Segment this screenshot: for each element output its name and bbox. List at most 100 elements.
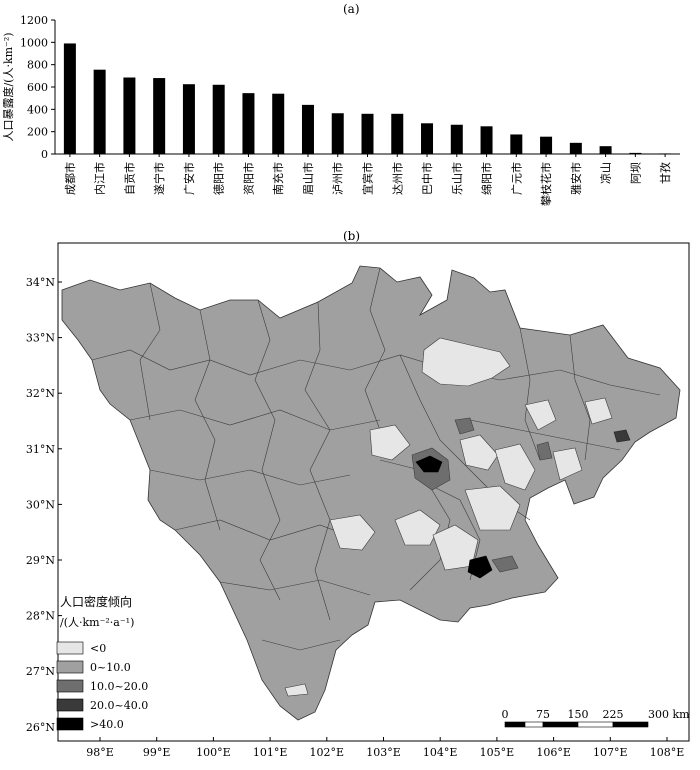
very-high-regions — [415, 455, 493, 579]
category-label: 眉山市 — [301, 162, 315, 195]
legend-unit: /(人·km⁻²·a⁻¹) — [60, 616, 134, 629]
category-label: 阿坝 — [628, 162, 642, 184]
map-x-tick-label: 107°E — [593, 746, 628, 759]
legend-item-label: 20.0~40.0 — [90, 699, 148, 712]
y-axis-label: 人口暴露度/(人·km⁻²) — [1, 32, 15, 141]
legend-item-label: 0~10.0 — [90, 661, 131, 674]
map-x-tick-label: 108°E — [650, 746, 685, 759]
map-y-tick-label: 30°N — [26, 498, 55, 511]
map-x-tick-label: 101°E — [253, 746, 288, 759]
map-x-ticks: 98°E 99°E 100°E 101°E 102°E 103°E 104°E 105°E 10… — [86, 737, 684, 759]
map-y-tick-label: 29°N — [26, 554, 55, 567]
legend-swatch — [56, 679, 84, 693]
bar — [659, 153, 672, 154]
legend-swatch — [56, 660, 84, 674]
map-y-tick-label: 27°N — [26, 665, 55, 678]
legend-item-label: <0 — [90, 642, 106, 655]
legend-item-label: >40.0 — [90, 718, 124, 731]
bar — [212, 84, 225, 154]
category-label: 广安市 — [182, 162, 196, 195]
legend-swatch — [56, 641, 84, 655]
bar — [153, 78, 166, 154]
y-tick-label: 200 — [27, 126, 48, 139]
moderate-regions — [411, 417, 553, 573]
map-y-tick-label: 33°N — [26, 332, 55, 345]
category-label: 泸州市 — [331, 162, 345, 195]
bar — [301, 104, 314, 154]
high-regions — [613, 429, 631, 443]
category-label: 南充市 — [271, 162, 285, 195]
bar — [331, 113, 344, 154]
y-tick-label: 1000 — [20, 36, 48, 49]
map-y-tick-label: 26°N — [26, 721, 55, 734]
bar-chart: 0 200 400 600 800 1000 1200 人口暴露度/(人·km⁻²) 成都市 内江… — [1, 14, 680, 206]
panel-a-label: (a) — [343, 2, 360, 16]
y-tick-label: 600 — [27, 81, 48, 94]
province-boundary — [61, 265, 681, 721]
y-tick-label: 400 — [27, 103, 48, 116]
category-label: 内江市 — [93, 162, 107, 195]
y-tick-label: 800 — [27, 59, 48, 72]
bar — [123, 77, 136, 154]
bar — [569, 142, 582, 154]
legend-title: 人口密度倾向 — [60, 594, 132, 609]
scale-bar: 0 75 150 225 300 km — [502, 708, 690, 728]
scale-bar-label: 150 — [568, 708, 589, 721]
map-x-tick-label: 105°E — [480, 746, 515, 759]
category-label: 达州市 — [390, 162, 404, 195]
map-frame — [57, 242, 690, 742]
county-lines — [91, 267, 661, 651]
bar — [450, 124, 463, 154]
bar — [93, 69, 106, 154]
map-x-tick-label: 99°E — [143, 746, 171, 759]
scale-bar-label: 300 km — [648, 708, 690, 721]
bar — [540, 136, 553, 154]
map-x-tick-label: 100°E — [196, 746, 231, 759]
bar — [391, 113, 404, 154]
y-tick-label: 1200 — [20, 14, 48, 27]
bar — [510, 134, 523, 154]
bar — [480, 126, 493, 154]
category-label: 遂宁市 — [152, 162, 166, 195]
bar — [599, 146, 612, 154]
map-x-tick-label: 104°E — [423, 746, 458, 759]
map-y-tick-label: 32°N — [26, 387, 55, 400]
y-tick-label: 0 — [41, 148, 48, 161]
category-label: 攀枝花市 — [539, 162, 553, 206]
category-label: 凉山 — [599, 162, 613, 184]
category-label: 资阳市 — [241, 162, 255, 195]
legend-item-label: 10.0~20.0 — [90, 680, 148, 693]
map-y-tick-label: 34°N — [26, 276, 55, 289]
category-label: 广元市 — [509, 162, 523, 195]
map-x-tick-label: 103°E — [366, 746, 401, 759]
map-legend: 人口密度倾向 /(人·km⁻²·a⁻¹) <0 0~10.0 10.0~20.0 20… — [56, 594, 148, 731]
category-label: 巴中市 — [420, 162, 434, 195]
bar — [361, 113, 374, 154]
legend-swatch — [56, 698, 84, 712]
category-label: 自贡市 — [122, 162, 136, 195]
map-y-ticks: 34°N 33°N 32°N 31°N 30°N 29°N 28°N 27°N 26°N — [26, 276, 62, 734]
map-x-tick-label: 106°E — [536, 746, 571, 759]
category-label: 成都市 — [63, 162, 77, 195]
category-label: 乐山市 — [450, 162, 464, 195]
scale-bar-label: 225 — [603, 708, 624, 721]
category-label: 雅安市 — [569, 162, 583, 195]
map-x-tick-label: 98°E — [86, 746, 114, 759]
bar — [63, 43, 76, 155]
map-y-tick-label: 28°N — [26, 610, 55, 623]
category-label: 甘孜 — [658, 162, 672, 184]
map-x-tick-label: 102°E — [310, 746, 345, 759]
scale-bar-label: 0 — [502, 708, 509, 721]
scale-bar-label: 75 — [536, 708, 550, 721]
panel-b-label: (b) — [343, 229, 361, 243]
bar — [182, 84, 195, 154]
negative-regions — [284, 337, 613, 697]
map-y-tick-label: 31°N — [26, 443, 55, 456]
category-label: 绵阳市 — [480, 162, 494, 195]
bar — [272, 93, 285, 154]
category-label: 宜宾市 — [361, 162, 375, 195]
bar — [629, 152, 642, 154]
bar — [242, 93, 255, 154]
bar — [421, 123, 434, 154]
